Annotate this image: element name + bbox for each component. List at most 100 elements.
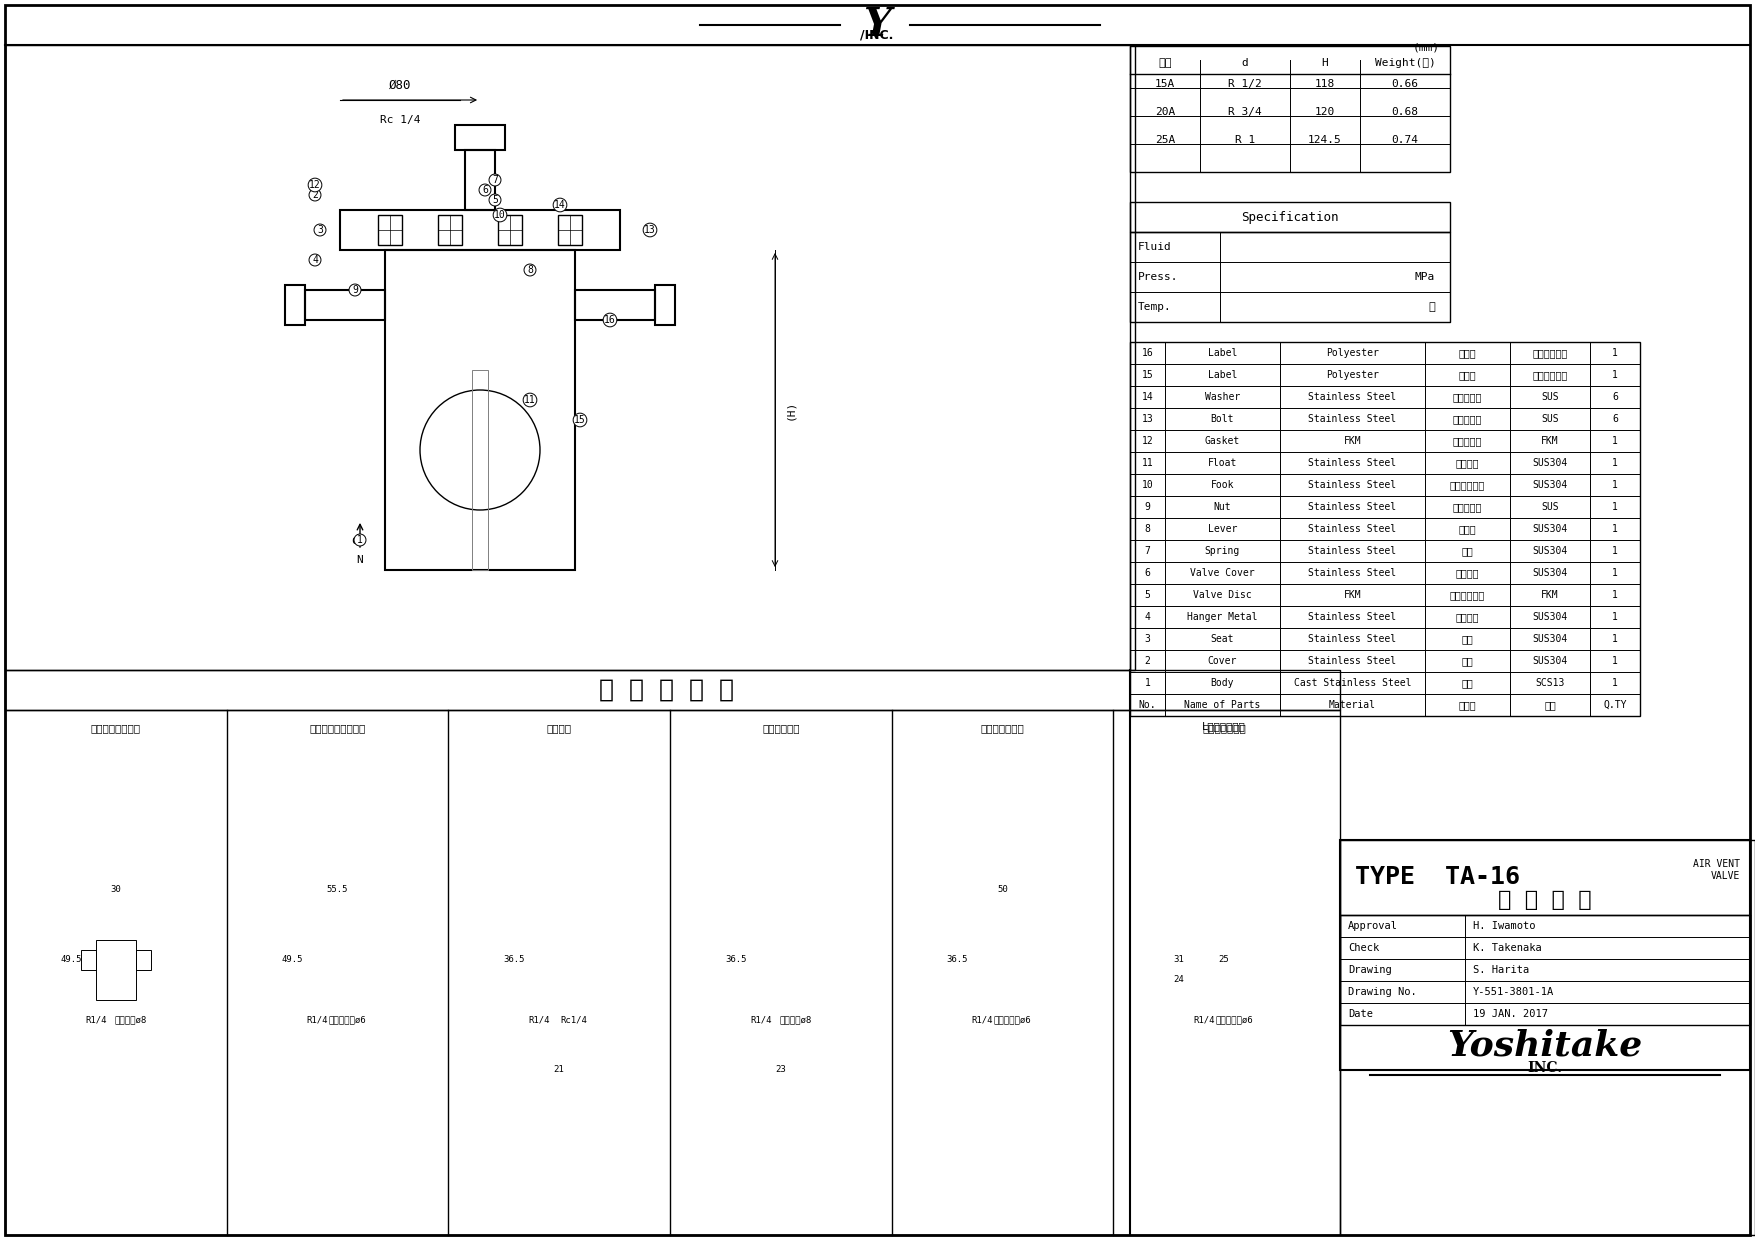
Text: 1: 1 <box>1613 613 1618 622</box>
Text: 9: 9 <box>353 285 358 295</box>
Text: Label: Label <box>1207 370 1237 379</box>
Text: 1: 1 <box>1613 348 1618 358</box>
Text: Lever: Lever <box>1207 525 1237 534</box>
Text: ポリエステル: ポリエステル <box>1532 348 1567 358</box>
Bar <box>384 250 576 570</box>
Text: 9: 9 <box>1144 502 1151 512</box>
Text: ふた: ふた <box>1462 656 1474 666</box>
Text: 5: 5 <box>1144 590 1151 600</box>
Text: 材質: 材質 <box>1544 701 1557 711</box>
Text: 1: 1 <box>1613 458 1618 467</box>
Text: H: H <box>1322 58 1329 68</box>
Text: Y: Y <box>863 6 892 43</box>
Text: 7: 7 <box>491 175 498 185</box>
Text: 2: 2 <box>1144 656 1151 666</box>
Text: ℃: ℃ <box>1429 303 1436 312</box>
Text: Spring: Spring <box>1206 546 1241 556</box>
Text: Polyester: Polyester <box>1327 348 1379 358</box>
Text: SUS: SUS <box>1541 502 1558 512</box>
Text: SUS304: SUS304 <box>1532 546 1567 556</box>
Text: Cast Stainless Steel: Cast Stainless Steel <box>1293 678 1411 688</box>
Text: SUS304: SUS304 <box>1532 525 1567 534</box>
Text: R 1: R 1 <box>1236 135 1255 145</box>
Bar <box>305 290 384 320</box>
Text: Material: Material <box>1329 701 1376 711</box>
Text: 14: 14 <box>1141 392 1153 402</box>
Text: 筆回継手: 筆回継手 <box>546 723 572 733</box>
Text: MPa: MPa <box>1415 272 1436 281</box>
Text: 1: 1 <box>1613 502 1618 512</box>
Text: Stainless Steel: Stainless Steel <box>1309 502 1397 512</box>
Text: 1: 1 <box>1613 546 1618 556</box>
Text: 19 JAN. 2017: 19 JAN. 2017 <box>1472 1009 1548 1019</box>
Bar <box>439 215 462 246</box>
Text: 3: 3 <box>318 224 323 236</box>
Text: FKM: FKM <box>1344 436 1362 446</box>
Text: 部品名: 部品名 <box>1458 701 1476 711</box>
Text: 6: 6 <box>1613 392 1618 402</box>
Text: SUS304: SUS304 <box>1532 568 1567 578</box>
Bar <box>1130 46 1450 172</box>
Text: 118: 118 <box>1314 79 1336 89</box>
Text: SCS13: SCS13 <box>1536 678 1565 688</box>
Text: 六角ボルト: 六角ボルト <box>1453 414 1483 424</box>
Text: L形ホース継手: L形ホース継手 <box>1202 720 1246 732</box>
Bar <box>5 45 1135 670</box>
Text: 14: 14 <box>555 200 565 210</box>
Text: 11: 11 <box>525 396 535 405</box>
Text: Label: Label <box>1207 348 1237 358</box>
Text: ラベル: ラベル <box>1458 370 1476 379</box>
Text: Stainless Steel: Stainless Steel <box>1309 634 1397 644</box>
Text: 1: 1 <box>1613 678 1618 688</box>
Text: ・形ホース継手: ・形ホース継手 <box>1202 723 1246 733</box>
Text: 6: 6 <box>483 185 488 195</box>
Text: 16: 16 <box>604 315 616 325</box>
Text: ホース継手付手動弁: ホース継手付手動弁 <box>309 723 365 733</box>
Text: 23: 23 <box>776 1065 786 1075</box>
Text: Date: Date <box>1348 1009 1372 1019</box>
Text: 6: 6 <box>1144 568 1151 578</box>
Text: 1: 1 <box>1613 656 1618 666</box>
Text: Approval: Approval <box>1348 921 1399 931</box>
Text: 4: 4 <box>1144 613 1151 622</box>
Text: ホース内径ø6: ホース内径ø6 <box>1216 1016 1253 1024</box>
Text: 10: 10 <box>1141 480 1153 490</box>
Text: 49.5: 49.5 <box>60 956 81 965</box>
Text: Fook: Fook <box>1211 480 1234 490</box>
Text: FKM: FKM <box>1541 590 1558 600</box>
Text: Check: Check <box>1348 942 1379 954</box>
Text: ポリエステル: ポリエステル <box>1532 370 1567 379</box>
Text: ラベル: ラベル <box>1458 348 1476 358</box>
Text: 本体: 本体 <box>1462 678 1474 688</box>
Text: ワッシャー: ワッシャー <box>1453 392 1483 402</box>
Text: Stainless Steel: Stainless Steel <box>1309 656 1397 666</box>
Bar <box>340 210 620 250</box>
Bar <box>377 215 402 246</box>
Text: Float: Float <box>1207 458 1237 467</box>
Text: 1: 1 <box>1613 370 1618 379</box>
Text: 36.5: 36.5 <box>725 956 746 965</box>
Text: R1/4: R1/4 <box>972 1016 993 1024</box>
Text: Rc1/4: Rc1/4 <box>562 1016 588 1024</box>
Text: 12: 12 <box>1141 436 1153 446</box>
Text: オ プ シ ョ ン: オ プ シ ョ ン <box>600 678 735 702</box>
Text: 8: 8 <box>1144 525 1151 534</box>
Text: Q.TY: Q.TY <box>1604 701 1627 711</box>
Text: 1: 1 <box>1613 634 1618 644</box>
Bar <box>1341 915 1750 1025</box>
Text: 1: 1 <box>1613 590 1618 600</box>
Text: Stainless Steel: Stainless Steel <box>1309 480 1397 490</box>
Text: 銅管外径ø8: 銅管外径ø8 <box>114 1016 147 1024</box>
Text: R 1/2: R 1/2 <box>1228 79 1262 89</box>
Text: 55.5: 55.5 <box>326 885 347 894</box>
Text: d: d <box>1241 58 1248 68</box>
Bar <box>576 290 655 320</box>
Text: フロート: フロート <box>1455 458 1479 467</box>
Text: 1: 1 <box>356 534 363 546</box>
Text: 1: 1 <box>1144 678 1151 688</box>
Bar <box>455 125 505 150</box>
Text: Stainless Steel: Stainless Steel <box>1309 392 1397 402</box>
Text: ばね: ばね <box>1462 546 1474 556</box>
Bar <box>465 150 495 210</box>
Text: Stainless Steel: Stainless Steel <box>1309 458 1397 467</box>
